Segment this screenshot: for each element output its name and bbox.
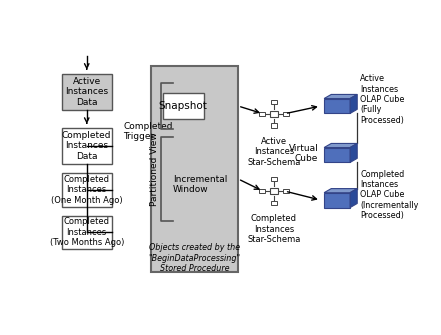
Polygon shape bbox=[350, 94, 357, 114]
Bar bbox=[271, 123, 277, 128]
Text: Snapshot: Snapshot bbox=[159, 101, 208, 111]
Polygon shape bbox=[324, 193, 350, 208]
Text: Objects created by the
"BeginDataProcessing"
Stored Procedure: Objects created by the "BeginDataProcess… bbox=[149, 243, 241, 273]
Polygon shape bbox=[324, 189, 357, 193]
Bar bbox=[62, 128, 112, 164]
Text: Virtual
Cube: Virtual Cube bbox=[288, 144, 318, 163]
Text: Completed
Instances
Data: Completed Instances Data bbox=[62, 131, 112, 161]
Bar bbox=[270, 188, 278, 194]
Bar bbox=[62, 74, 112, 110]
Polygon shape bbox=[324, 94, 357, 98]
Bar bbox=[283, 189, 289, 193]
Bar bbox=[271, 177, 277, 181]
Polygon shape bbox=[324, 147, 350, 162]
Text: Partitioned View: Partitioned View bbox=[150, 132, 160, 206]
Text: Completed
Trigger: Completed Trigger bbox=[123, 122, 173, 141]
Text: Incremental
Window: Incremental Window bbox=[173, 175, 228, 194]
Text: Active
Instances
OLAP Cube
(Fully
Processed): Active Instances OLAP Cube (Fully Proces… bbox=[360, 74, 405, 125]
Bar bbox=[163, 93, 204, 119]
Polygon shape bbox=[324, 98, 350, 114]
Polygon shape bbox=[350, 189, 357, 208]
Bar bbox=[62, 173, 112, 207]
Text: Completed
Instances
(Two Months Ago): Completed Instances (Two Months Ago) bbox=[49, 217, 124, 247]
Bar bbox=[271, 201, 277, 205]
Bar bbox=[271, 100, 277, 104]
Bar bbox=[259, 112, 265, 116]
Bar bbox=[151, 66, 238, 272]
Bar bbox=[259, 189, 265, 193]
Text: Completed
Instances
OLAP Cube
(Incrementally
Processed): Completed Instances OLAP Cube (Increment… bbox=[360, 170, 419, 220]
Text: Active
Instances
Star-Schema: Active Instances Star-Schema bbox=[247, 137, 301, 167]
Polygon shape bbox=[350, 143, 357, 162]
Text: Completed
Instances
Star-Schema: Completed Instances Star-Schema bbox=[247, 214, 301, 244]
Bar bbox=[283, 112, 289, 116]
Polygon shape bbox=[324, 143, 357, 147]
Text: Completed
Instances
(One Month Ago): Completed Instances (One Month Ago) bbox=[51, 175, 123, 205]
Bar bbox=[62, 216, 112, 249]
Text: Active
Instances
Data: Active Instances Data bbox=[65, 77, 108, 107]
Bar bbox=[270, 111, 278, 117]
